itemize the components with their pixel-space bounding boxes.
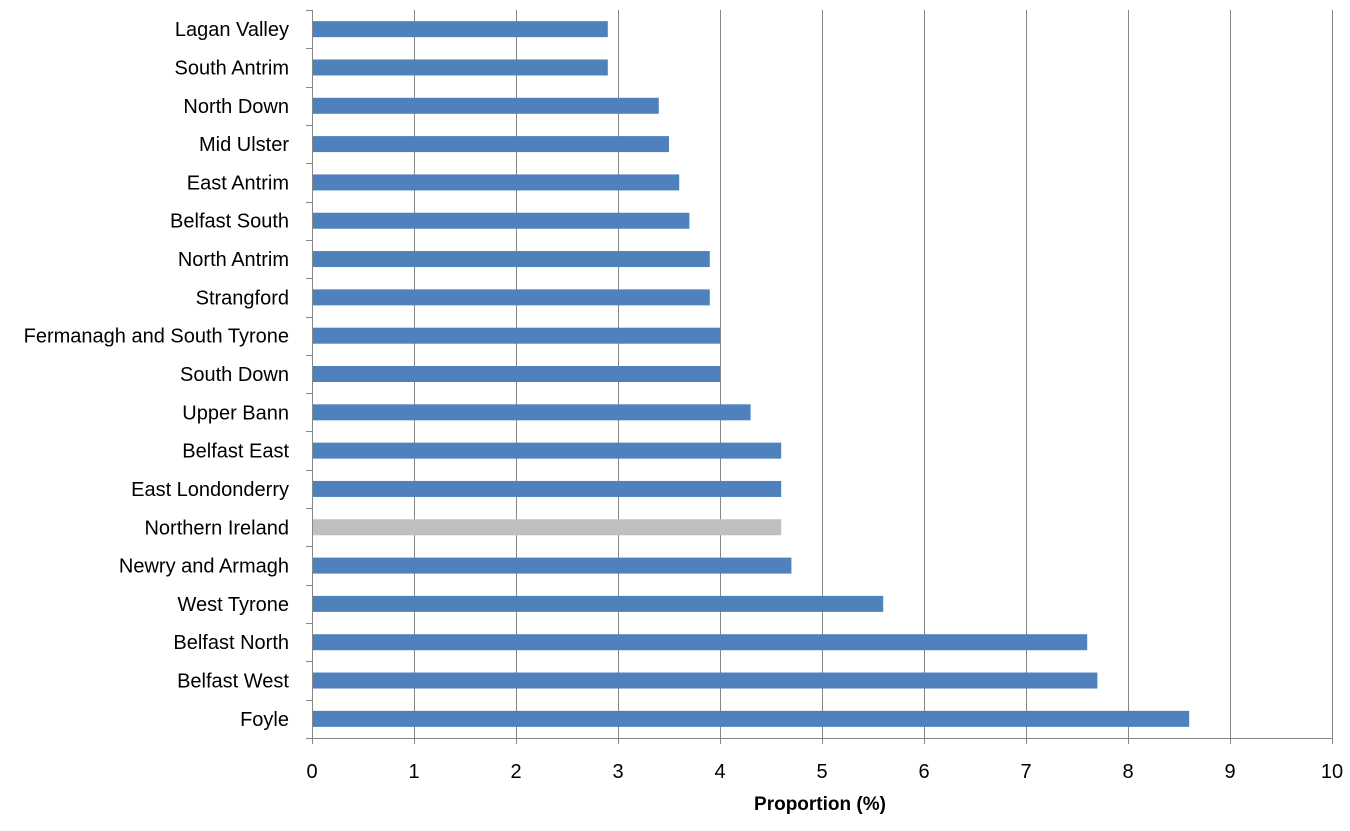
category-label: North Antrim (178, 249, 289, 271)
x-tick-label: 6 (918, 761, 929, 783)
category-label: Belfast West (177, 671, 289, 693)
bar-upper-bann (312, 404, 751, 421)
bar-belfast-north (312, 634, 1088, 651)
category-label: East Antrim (187, 172, 289, 194)
category-label: Lagan Valley (175, 19, 289, 41)
category-label: Newry and Armagh (119, 556, 289, 578)
x-tick-label: 0 (306, 761, 317, 783)
x-tick-label: 3 (612, 761, 623, 783)
bar-north-antrim (312, 251, 710, 268)
category-label: Belfast North (173, 632, 289, 654)
x-tick-label: 4 (714, 761, 725, 783)
category-label: East Londonderry (131, 479, 289, 501)
x-tick-label: 2 (510, 761, 521, 783)
bar-belfast-east (312, 442, 782, 459)
category-label: Belfast South (170, 211, 289, 233)
bar-belfast-south (312, 212, 690, 229)
bar-foyle (312, 710, 1190, 727)
category-label: South Antrim (174, 57, 289, 79)
category-label: Upper Bann (182, 402, 289, 424)
bar-east-londonderry (312, 480, 782, 497)
bars (312, 21, 1190, 727)
axes (306, 10, 1333, 744)
bar-belfast-west (312, 672, 1098, 689)
x-tick-label: 5 (816, 761, 827, 783)
x-tick-label: 8 (1122, 761, 1133, 783)
category-label: Fermanagh and South Tyrone (24, 326, 289, 348)
category-label: Belfast East (182, 441, 289, 463)
category-label: Mid Ulster (199, 134, 289, 156)
category-label: Strangford (196, 287, 289, 309)
x-tick-label: 7 (1020, 761, 1031, 783)
category-label: West Tyrone (177, 594, 289, 616)
x-axis-title: Proportion (%) (754, 794, 886, 815)
bar-south-antrim (312, 59, 608, 76)
category-labels: Lagan Valley South Antrim North Down Mid Ul… (24, 19, 290, 731)
bar-mid-ulster (312, 136, 669, 153)
category-label: North Down (183, 96, 289, 118)
x-tick-label: 1 (408, 761, 419, 783)
bar-newry-and-armagh (312, 557, 792, 574)
bar-lagan-valley (312, 21, 608, 38)
x-tick-label: 10 (1321, 761, 1343, 783)
x-tick-labels: 0 1 2 3 4 5 6 7 8 9 10 (306, 761, 1343, 783)
category-label: Foyle (240, 709, 289, 731)
x-tick-label: 9 (1224, 761, 1235, 783)
bar-strangford (312, 289, 710, 306)
gridlines (414, 10, 1333, 738)
bar-fermanagh-and-south-tyrone (312, 327, 720, 344)
bar-south-down (312, 366, 720, 382)
bar-northern-ireland (312, 519, 782, 536)
bar-west-tyrone (312, 595, 884, 612)
bar-north-down (312, 97, 659, 114)
category-label: Northern Ireland (144, 517, 289, 539)
category-label: South Down (180, 364, 289, 386)
bar-east-antrim (312, 174, 680, 191)
